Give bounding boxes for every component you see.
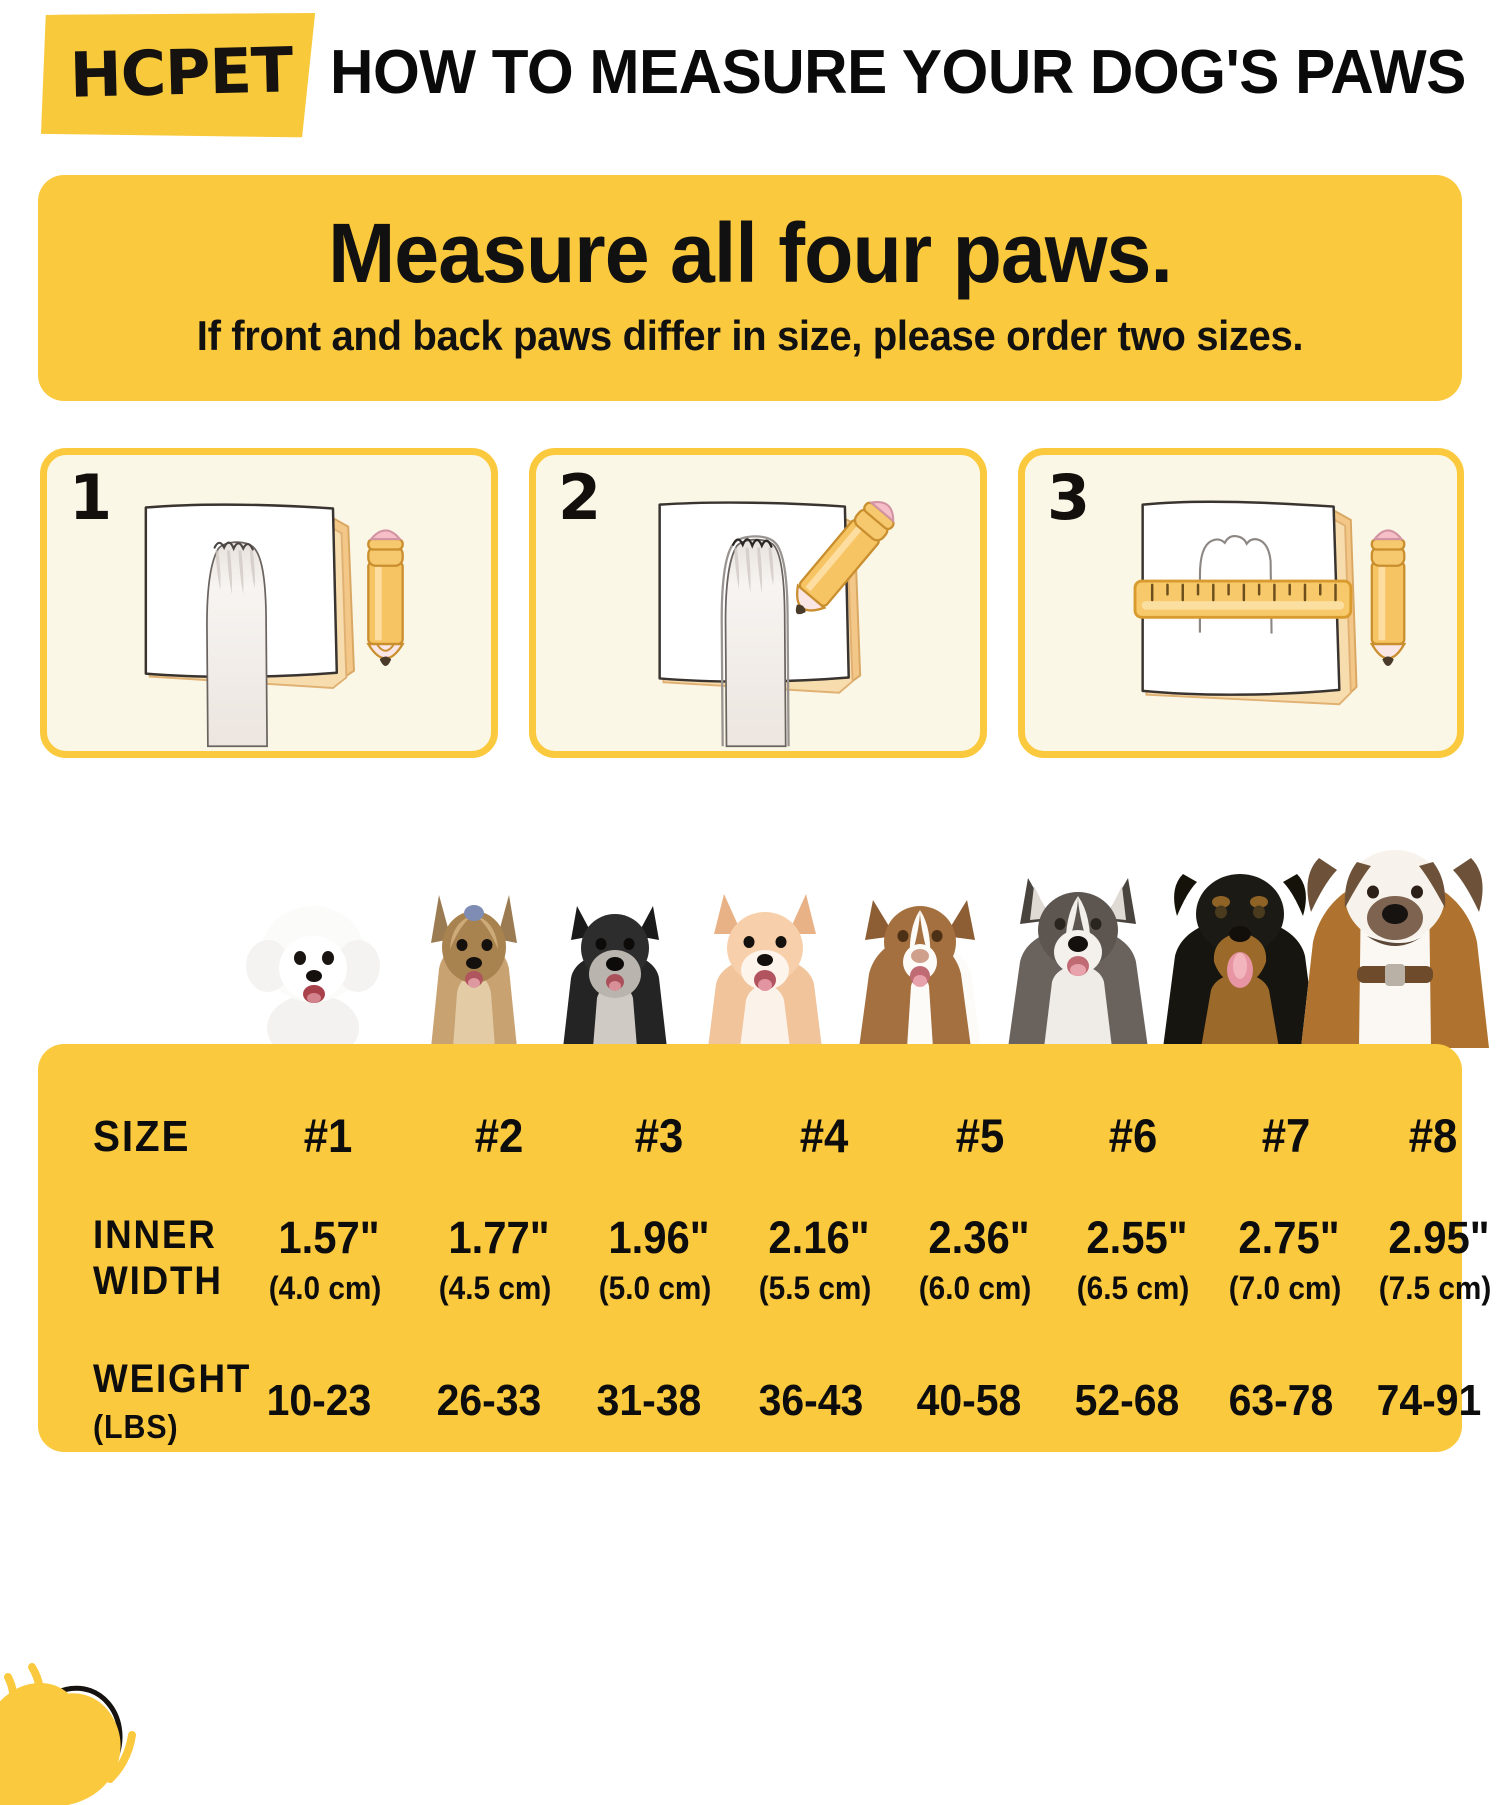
notice-subtext: If front and back paws differ in size, p…	[196, 312, 1304, 359]
row-label-weight: WEIGHT (LBS)	[93, 1357, 252, 1445]
dog-border-collie	[859, 900, 981, 1048]
table-row-weight: WEIGHT (LBS) 10-23 26-33 31-38 36-43 40-5…	[38, 1356, 1481, 1476]
cell-size-6: #6	[1108, 1109, 1158, 1162]
cell-width-cm-6: (6.5 cm)	[1076, 1270, 1190, 1306]
size-chart-table: SIZE #1 #2 #3 #4 #5 #6 #7 #8 INNER WIDTH …	[38, 1044, 1491, 1452]
cell-width-in-7: 2.75"	[1238, 1212, 1340, 1263]
notice-banner: Measure all four paws. If front and back…	[38, 175, 1462, 401]
cell-size-1: #1	[303, 1109, 353, 1162]
table-row-inner-width: INNER WIDTH 1.57" 1.77" 1.96" 2.16" 2.36"…	[38, 1212, 1491, 1344]
pencil-icon	[1369, 529, 1407, 667]
row-label-inner-width: INNER WIDTH	[93, 1213, 223, 1303]
cell-width-in-6: 2.55"	[1086, 1212, 1188, 1263]
cell-width-cm-8: (7.5 cm)	[1378, 1270, 1492, 1306]
cell-weight-8: 74-91	[1376, 1376, 1482, 1425]
cell-weight-5: 40-58	[916, 1376, 1022, 1425]
cell-width-cm-2: (4.5 cm)	[438, 1270, 552, 1306]
measurement-steps: 1	[40, 448, 1464, 766]
cell-width-cm-3: (5.0 cm)	[598, 1270, 712, 1306]
step-panel-1: 1	[40, 448, 498, 758]
cell-width-cm-1: (4.0 cm)	[268, 1270, 382, 1306]
cell-size-4: #4	[799, 1109, 849, 1162]
cell-size-5: #5	[955, 1109, 1005, 1162]
pencil-tracing-paw-icon	[658, 501, 895, 748]
dog-yorkshire-terrier	[431, 895, 517, 1048]
cell-width-in-8: 2.95"	[1388, 1212, 1490, 1263]
brand-logo-text: HCPET	[68, 32, 294, 112]
dog-schnauzer	[563, 906, 667, 1048]
yellow-swoosh-icon	[0, 1663, 136, 1805]
pencil-icon	[795, 501, 895, 615]
row-label-size: SIZE	[93, 1112, 191, 1161]
cell-weight-3: 31-38	[596, 1376, 702, 1425]
step-panel-2: 2	[529, 448, 987, 758]
dog-breed-strip	[0, 780, 1500, 1805]
step-panel-3: 3	[1018, 448, 1464, 758]
page-title: HOW TO MEASURE YOUR DOG'S PAWS	[330, 37, 1466, 107]
dog-shiba-inu	[708, 894, 822, 1048]
step-number-3: 3	[1047, 461, 1091, 534]
ruler-icon	[1133, 579, 1353, 619]
cell-weight-7: 63-78	[1228, 1376, 1334, 1425]
dog-rottweiler	[1163, 874, 1317, 1048]
cell-width-cm-4: (5.5 cm)	[758, 1270, 872, 1306]
step-number-2: 2	[558, 461, 602, 534]
dog-saint-bernard	[1301, 850, 1489, 1048]
cell-weight-6: 52-68	[1074, 1376, 1180, 1425]
cell-width-in-1: 1.57"	[278, 1212, 380, 1263]
cell-width-in-4: 2.16"	[768, 1212, 870, 1263]
cell-size-3: #3	[634, 1109, 684, 1162]
cell-width-in-5: 2.36"	[928, 1212, 1030, 1263]
pencil-icon	[366, 529, 405, 667]
cell-size-7: #7	[1261, 1109, 1311, 1162]
notice-headline: Measure all four paws.	[328, 206, 1173, 300]
dog-bichon-frise	[246, 906, 380, 1048]
page-header: HCPET HOW TO MEASURE YOUR DOG'S PAWS	[0, 0, 1500, 152]
cell-size-8: #8	[1408, 1109, 1458, 1162]
cell-weight-2: 26-33	[436, 1376, 542, 1425]
cell-width-cm-7: (7.0 cm)	[1228, 1270, 1342, 1306]
step-number-1: 1	[69, 461, 113, 534]
cell-width-in-3: 1.96"	[608, 1212, 710, 1263]
cell-width-cm-5: (6.0 cm)	[918, 1270, 1032, 1306]
ruler-measuring-tracing-icon	[1133, 500, 1407, 706]
cell-weight-1: 10-23	[266, 1376, 372, 1425]
row-label-weight-unit: (LBS)	[93, 1408, 179, 1445]
paw-on-paper-icon	[144, 503, 405, 748]
table-row-size: SIZE #1 #2 #3 #4 #5 #6 #7 #8	[38, 1106, 1462, 1172]
cell-weight-4: 36-43	[758, 1376, 864, 1425]
cell-width-in-2: 1.77"	[448, 1212, 550, 1263]
dog-alaskan-malamute	[1008, 878, 1148, 1048]
cell-size-2: #2	[474, 1109, 524, 1162]
